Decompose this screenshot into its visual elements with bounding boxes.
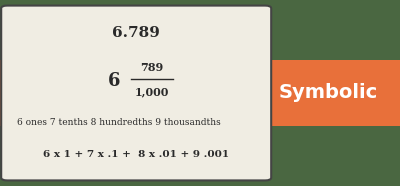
FancyBboxPatch shape	[1, 6, 271, 180]
Text: Symbolic: Symbolic	[278, 84, 378, 102]
Text: 6: 6	[108, 72, 120, 90]
Bar	[0, 60, 400, 126]
Text: 6 x 1 + 7 x .1 +  8 x .01 + 9 .001: 6 x 1 + 7 x .1 + 8 x .01 + 9 .001	[43, 150, 229, 159]
Text: 6 ones 7 tenths 8 hundredths 9 thousandths: 6 ones 7 tenths 8 hundredths 9 thousandt…	[17, 118, 221, 127]
Text: 1,000: 1,000	[135, 86, 169, 98]
Text: 6.789: 6.789	[112, 26, 160, 41]
Text: 789: 789	[140, 62, 164, 73]
